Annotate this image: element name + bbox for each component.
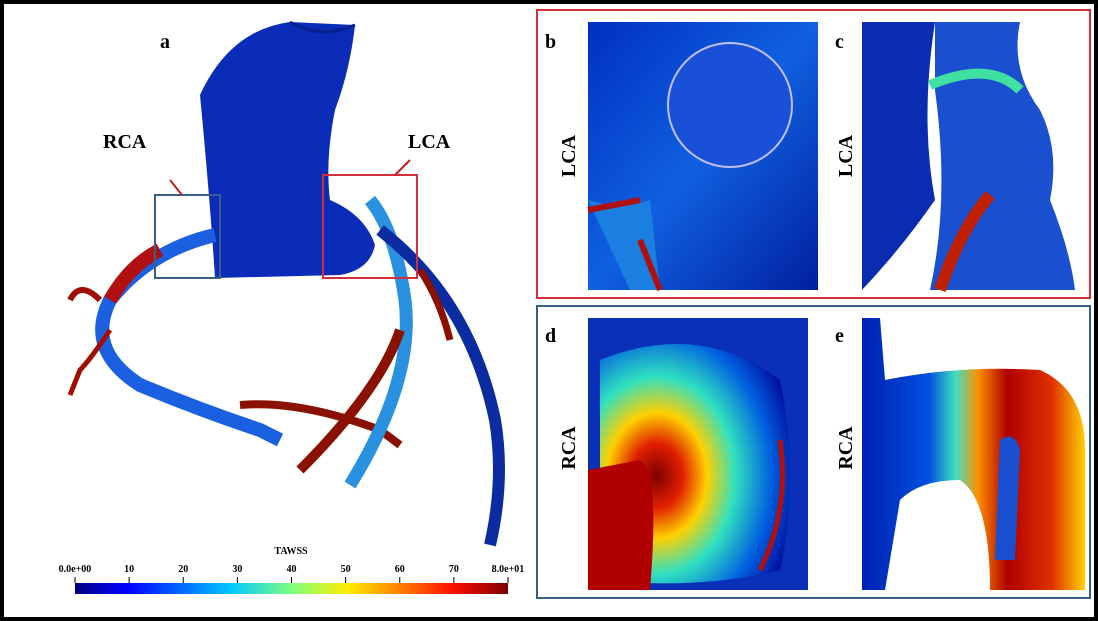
colorbar-tick-label: 70 xyxy=(449,564,459,575)
colorbar-tick-label: 0.0e+00 xyxy=(59,564,92,575)
colorbar-tick-label: 60 xyxy=(395,564,405,575)
panel-d: d RCA xyxy=(545,318,808,590)
annotation: LCA xyxy=(408,131,451,153)
colorbar-tick-label: 30 xyxy=(232,564,242,575)
panel-label: e xyxy=(835,325,844,347)
panel-label: a xyxy=(160,31,170,53)
colorbar-tick-label: 40 xyxy=(287,564,297,575)
panel-label: c xyxy=(835,31,844,53)
colorbar-gradient xyxy=(75,583,508,594)
panel-c: c LCA xyxy=(835,22,1085,290)
colorbar-tick-label: 8.0e+01 xyxy=(492,564,525,575)
panel-a: a RCA LCA xyxy=(70,22,499,545)
colorbar-tick-label: 20 xyxy=(178,564,188,575)
vessel-label: LCA xyxy=(558,134,580,177)
colorbar-tick-label: 10 xyxy=(124,564,134,575)
vessel-label: LCA xyxy=(835,134,857,177)
vessel-label: RCA xyxy=(835,426,857,470)
colorbar-tick-label: 50 xyxy=(341,564,351,575)
panel-label: b xyxy=(545,31,556,53)
panel-e: e RCA xyxy=(835,318,1085,590)
colorbar: TAWSS 0.0e+00 10 20 30 40 50 60 70 8.0e+01 xyxy=(59,546,525,594)
annotation: RCA xyxy=(103,131,147,153)
figure: a RCA LCA b LCA c LCA d RCA e RCA xyxy=(0,0,1098,621)
panel-label: d xyxy=(545,325,556,347)
colorbar-title: TAWSS xyxy=(274,546,308,557)
panel-b: b LCA xyxy=(545,22,818,290)
vessel-label: RCA xyxy=(558,426,580,470)
